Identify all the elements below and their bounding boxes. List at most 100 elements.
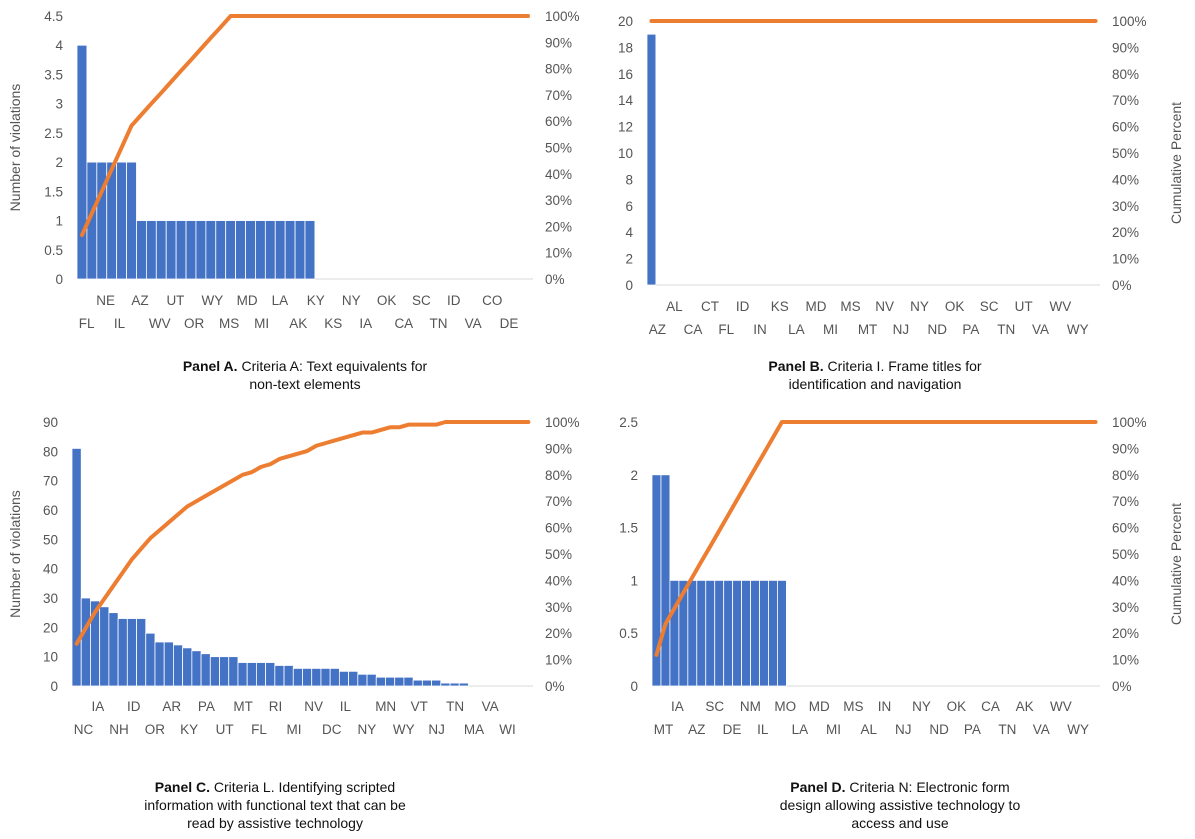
y-tick-label: 3: [55, 97, 63, 112]
bar: [274, 665, 285, 687]
x-tick-label: WY: [1067, 722, 1089, 737]
chart-panel-b: 0 2 4 6 8 10 12 14 16 18 20 0% 10% 20% 30% 40% 50% 60% 70%…: [618, 14, 1184, 337]
bar: [741, 580, 751, 687]
bar: [304, 220, 316, 280]
bar: [219, 656, 230, 687]
cumulative-line: [74, 420, 531, 646]
y2-tick-label: 60%: [545, 521, 572, 536]
bar: [195, 220, 207, 280]
y-tick-label: 80: [43, 444, 58, 459]
x-tick-label: MI: [823, 322, 838, 337]
bar: [759, 580, 769, 687]
y2-tick-label: 20%: [1112, 225, 1139, 240]
x-tick-label: IN: [753, 322, 767, 337]
bar: [245, 220, 256, 280]
x-tick-label: MT: [654, 722, 674, 737]
x-tick-label: MN: [375, 699, 396, 714]
bar: [145, 632, 156, 687]
y-tick-label: 70: [43, 474, 58, 489]
bar: [687, 580, 698, 687]
x-tick-label: OR: [184, 316, 205, 331]
y2-axis-title: Cumulative Percent: [1168, 102, 1184, 224]
bar: [155, 220, 167, 280]
bar: [154, 641, 165, 687]
y2-tick-label: 30%: [545, 193, 572, 208]
y-tick-label: 50: [43, 532, 58, 547]
y-tick-label: 4: [55, 38, 63, 53]
bar: [255, 662, 267, 687]
x-tick-label: NY: [342, 293, 361, 308]
chart-panel-a: 0 0.5 1 1.5 2 2.5 3 3.5 4 4.5 0% 10% 20% 30% 40% 50% 60%…: [7, 9, 580, 331]
x-tick-label: IA: [92, 699, 105, 714]
y2-tick-label: 50%: [545, 141, 572, 156]
caption-panel-c: Panel C. Criteria L. Identifying scripte…: [40, 778, 510, 832]
x-tick-label: NJ: [895, 722, 912, 737]
y2-tick-label: 0%: [545, 679, 565, 694]
x-tick-label: OK: [377, 293, 397, 308]
caption-line-1: Panel C. Criteria L. Identifying scripte…: [40, 778, 510, 796]
caption-panel-a: Panel A. Criteria A: Text equivalents fo…: [70, 357, 540, 393]
bar: [185, 220, 197, 280]
chart-panel-c: 0 10 20 30 40 50 60 70 80 90 0% 10% 20% 30% 40% 50% 60% 7…: [7, 415, 580, 737]
x-tick-label: TN: [998, 722, 1016, 737]
x-tick-label: WV: [1049, 299, 1071, 314]
x-tick-label: MI: [826, 722, 841, 737]
y2-tick-label: 70%: [545, 88, 572, 103]
y2-tick-label: 70%: [545, 494, 572, 509]
bar: [669, 580, 680, 687]
y2-tick-label: 40%: [1112, 573, 1139, 588]
bar: [136, 618, 147, 687]
bar: [777, 580, 787, 687]
y-tick-label: 1.5: [619, 521, 638, 536]
bar: [348, 670, 359, 687]
bar: [357, 673, 368, 687]
bar: [173, 644, 184, 687]
bar: [126, 161, 137, 280]
x-tick-label: TN: [430, 316, 448, 331]
x-tick-label: MS: [840, 299, 860, 314]
y2-tick-label: 80%: [545, 468, 572, 483]
bar: [394, 676, 405, 687]
x-tick-label: UT: [216, 722, 234, 737]
caption-text: Criteria A: Text equivalents for: [237, 358, 428, 374]
x-tick-label: WY: [1067, 322, 1089, 337]
bar: [71, 447, 82, 687]
y-tick-label: 0.5: [619, 626, 638, 641]
x-tick-label: MS: [219, 316, 239, 331]
x-tick-label: NH: [109, 722, 129, 737]
caption-line-2: identification and navigation: [788, 376, 962, 392]
bar: [431, 679, 442, 687]
y2-tick-label: 100%: [1112, 415, 1147, 430]
x-tick-label: AR: [162, 699, 181, 714]
y2-tick-label: 0%: [1112, 278, 1132, 293]
x-tick-label: IA: [359, 316, 372, 331]
bar: [209, 656, 220, 687]
x-tick-label: PA: [964, 722, 981, 737]
y2-tick-label: 90%: [545, 35, 572, 50]
bar: [320, 668, 331, 687]
caption-line-3: read by assistive technology: [187, 815, 363, 831]
y2-tick-label: 30%: [1112, 600, 1139, 615]
y-tick-label: 12: [618, 120, 633, 135]
x-tick-label: MD: [806, 299, 827, 314]
bar: [294, 220, 306, 280]
x-tick-label: ID: [127, 699, 141, 714]
bar: [302, 668, 313, 687]
x-tick-label: DE: [723, 722, 742, 737]
bar: [714, 580, 725, 687]
caption-text: Criteria N: Electronic form: [845, 779, 1010, 795]
x-tick-label: SC: [412, 293, 431, 308]
bar: [366, 673, 377, 687]
bar: [182, 647, 193, 687]
y2-tick-label: 90%: [1112, 40, 1139, 55]
x-tick-label: IN: [878, 699, 892, 714]
caption-line-2: information with functional text that ca…: [144, 797, 406, 813]
x-tick-label: NY: [357, 722, 376, 737]
y2-tick-label: 0%: [1112, 679, 1132, 694]
x-tick-label: DE: [500, 316, 519, 331]
y-tick-label: 2.5: [44, 126, 63, 141]
bar: [723, 580, 734, 687]
y-tick-label: 4: [625, 225, 633, 240]
bar: [255, 220, 266, 280]
bar: [225, 220, 237, 280]
